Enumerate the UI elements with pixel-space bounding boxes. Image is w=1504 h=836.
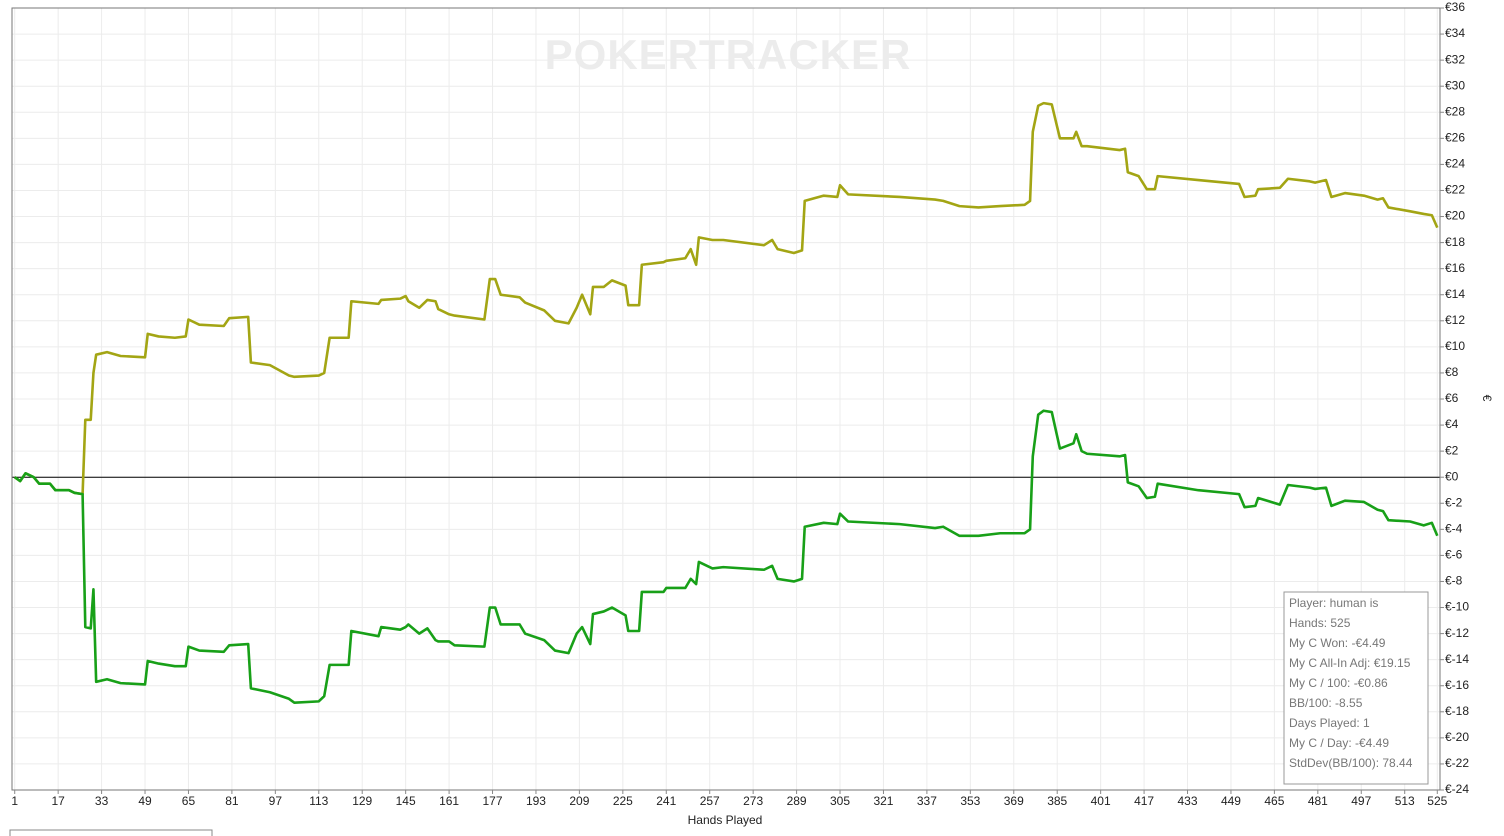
- x-tick-label: 257: [700, 794, 720, 808]
- y-tick-label: €0: [1445, 469, 1459, 483]
- grid: [12, 7, 1440, 791]
- x-tick-label: 17: [51, 794, 65, 808]
- x-tick-label: 321: [873, 794, 893, 808]
- y-tick-label: €-20: [1445, 730, 1469, 744]
- info-line: My C / 100: -€0.86: [1289, 676, 1388, 690]
- info-line: BB/100: -8.55: [1289, 696, 1363, 710]
- scroll-box: [9, 829, 213, 836]
- y-tick-label: €-2: [1445, 495, 1463, 509]
- x-tick-label: 129: [352, 794, 372, 808]
- x-tick-label: 337: [917, 794, 937, 808]
- y-tick-label: €14: [1445, 287, 1465, 301]
- x-tick-label: 289: [787, 794, 807, 808]
- x-tick-label: 209: [569, 794, 589, 808]
- y-tick-label: €-14: [1445, 652, 1469, 666]
- x-tick-label: 161: [439, 794, 459, 808]
- x-tick-label: 525: [1427, 794, 1447, 808]
- y-tick-label: €2: [1445, 443, 1459, 457]
- y-tick-label: €-24: [1445, 782, 1469, 796]
- y-tick-label: €12: [1445, 313, 1465, 327]
- x-tick-label: 65: [182, 794, 196, 808]
- x-tick-label: 241: [656, 794, 676, 808]
- y-tick-label: €26: [1445, 131, 1465, 145]
- x-tick-label: 513: [1395, 794, 1415, 808]
- y-tick-label: €-18: [1445, 704, 1469, 718]
- y-tick-label: €18: [1445, 235, 1465, 249]
- series-line: [13, 101, 1439, 496]
- x-tick-label: 417: [1134, 794, 1154, 808]
- series-line: [13, 409, 1439, 704]
- x-tick-label: 1: [11, 794, 18, 808]
- x-tick-label: 369: [1004, 794, 1024, 808]
- x-tick-label: 145: [396, 794, 416, 808]
- y-tick-label: €32: [1445, 52, 1465, 66]
- y-tick-label: €-12: [1445, 626, 1469, 640]
- y-tick-label: €10: [1445, 339, 1465, 353]
- x-tick-label: 401: [1091, 794, 1111, 808]
- x-tick-label: 225: [613, 794, 633, 808]
- info-line: My C Won: -€4.49: [1289, 636, 1386, 650]
- info-line: Days Played: 1: [1289, 716, 1370, 730]
- x-tick-label: 305: [830, 794, 850, 808]
- x-tick-label: 497: [1351, 794, 1371, 808]
- y-tick-label: €-16: [1445, 678, 1469, 692]
- x-tick-label: 433: [1178, 794, 1198, 808]
- info-line: StdDev(BB/100): 78.44: [1289, 756, 1413, 770]
- y-tick-label: €-8: [1445, 574, 1463, 588]
- x-tick-label: 193: [526, 794, 546, 808]
- y-tick-label: €8: [1445, 365, 1459, 379]
- x-tick-label: 385: [1047, 794, 1067, 808]
- x-tick-label: 81: [225, 794, 239, 808]
- x-tick-label: 97: [269, 794, 283, 808]
- y-tick-label: €4: [1445, 417, 1459, 431]
- y-tick-label: €6: [1445, 391, 1459, 405]
- y-tick-label: €36: [1445, 0, 1465, 14]
- y-tick-label: €30: [1445, 78, 1465, 92]
- watermark: POKERTRACKER: [545, 31, 912, 78]
- info-box: Player: human is Hands: 525 My C Won: -€4.…: [1283, 591, 1429, 785]
- info-line: My C / Day: -€4.49: [1289, 736, 1389, 750]
- x-tick-label: 353: [960, 794, 980, 808]
- info-box-frame: [1283, 591, 1429, 785]
- x-tick-label: 33: [95, 794, 109, 808]
- lines: [13, 101, 1439, 704]
- x-tick-label: 177: [483, 794, 503, 808]
- x-tick-label: 449: [1221, 794, 1241, 808]
- y-tick-label: €20: [1445, 209, 1465, 223]
- info-line: My C All-In Adj: €19.15: [1289, 656, 1411, 670]
- y-tick-label: €28: [1445, 104, 1465, 118]
- info-line: Player: human is: [1289, 596, 1378, 610]
- x-tick-label: 49: [138, 794, 152, 808]
- y-tick-label: €-6: [1445, 548, 1463, 562]
- y-tick-label: €-10: [1445, 600, 1469, 614]
- y-tick-label: €-22: [1445, 756, 1469, 770]
- x-tick-label: 113: [309, 794, 328, 808]
- y-tick-label: €16: [1445, 261, 1465, 275]
- y-axis-label: €: [1480, 395, 1494, 402]
- info-line: Hands: 525: [1289, 616, 1351, 630]
- y-tick-label: €24: [1445, 157, 1465, 171]
- x-tick-label: 481: [1308, 794, 1328, 808]
- x-tick-label: 465: [1264, 794, 1284, 808]
- x-tick-label: 273: [743, 794, 763, 808]
- y-tick-label: €34: [1445, 26, 1465, 40]
- axes: €-24 €-22 €-20 €-18 €-16 €-14 €-12 €-10 €-8 €-6 €-…: [11, 0, 1469, 808]
- y-tick-label: €22: [1445, 183, 1465, 197]
- y-tick-label: €-4: [1445, 522, 1463, 536]
- x-axis-label: Hands Played: [688, 813, 763, 827]
